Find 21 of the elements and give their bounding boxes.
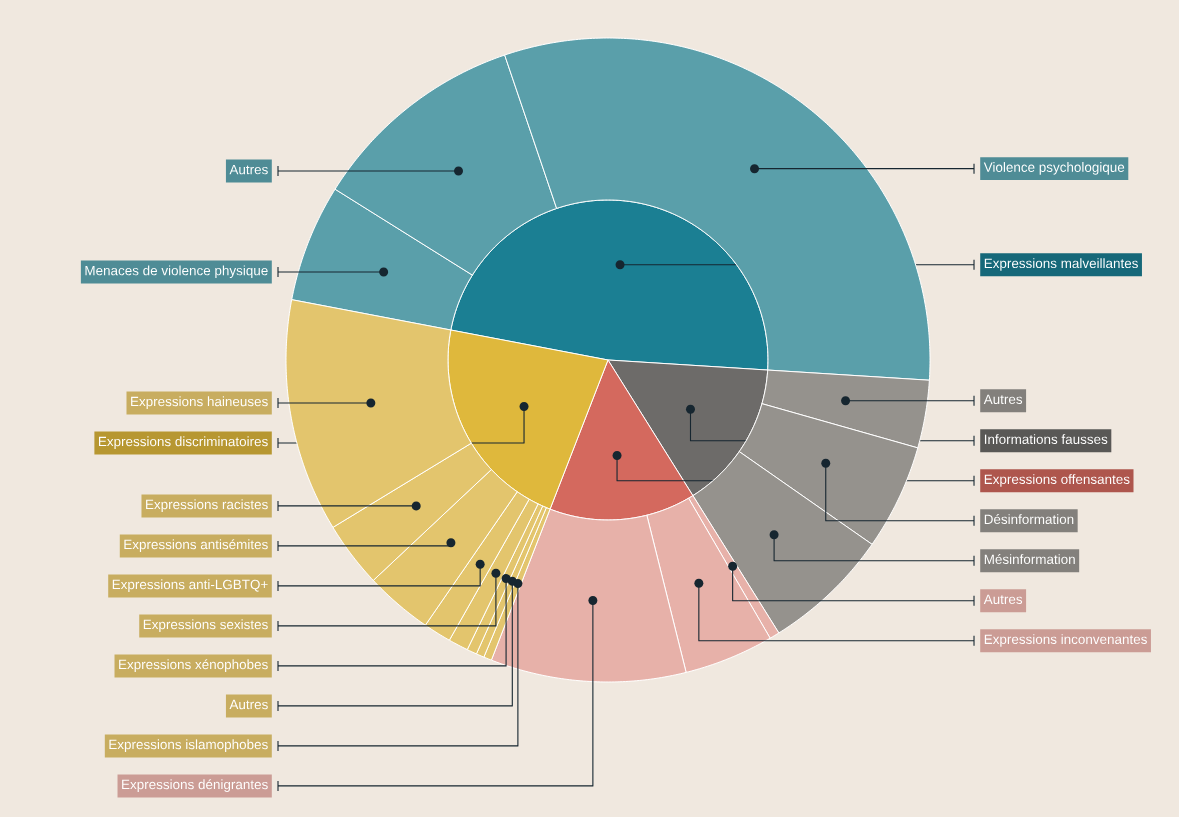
slice-label: Expressions racistes [146,499,268,512]
slice-label: Expressions offensantes [984,474,1130,487]
slice-label: Désinformation [984,513,1074,525]
slice-label: Expressions sexistes [143,619,268,632]
slice-label: Expressions xénophobes [119,659,268,672]
slice-label: Expressions antisémites [124,539,268,552]
slice-label: Menaces de violence physique [85,265,268,278]
slice-label: Violence psychologique [983,162,1125,175]
slice-label: Expressions malveillantes [984,258,1138,271]
slice-label: Expressions discriminatoires [99,436,268,449]
slice-label: Autres [229,699,268,710]
slice-label: Expressions dénigrantes [122,779,268,792]
slice-label: Autres [983,594,1023,605]
slice-label: Autres [229,164,268,175]
slice-label: Mésinformation [984,553,1075,565]
slice-label: Expressions islamophobes [109,739,268,752]
slice-label: Expressions haineuses [131,396,268,409]
slice-label: Autres [983,394,1023,405]
slice-label: Expressions anti-LGBTQ+ [112,579,268,592]
slice-label: Informations fausses [984,434,1108,444]
slice-label: Expressions inconvenantes [984,634,1147,647]
